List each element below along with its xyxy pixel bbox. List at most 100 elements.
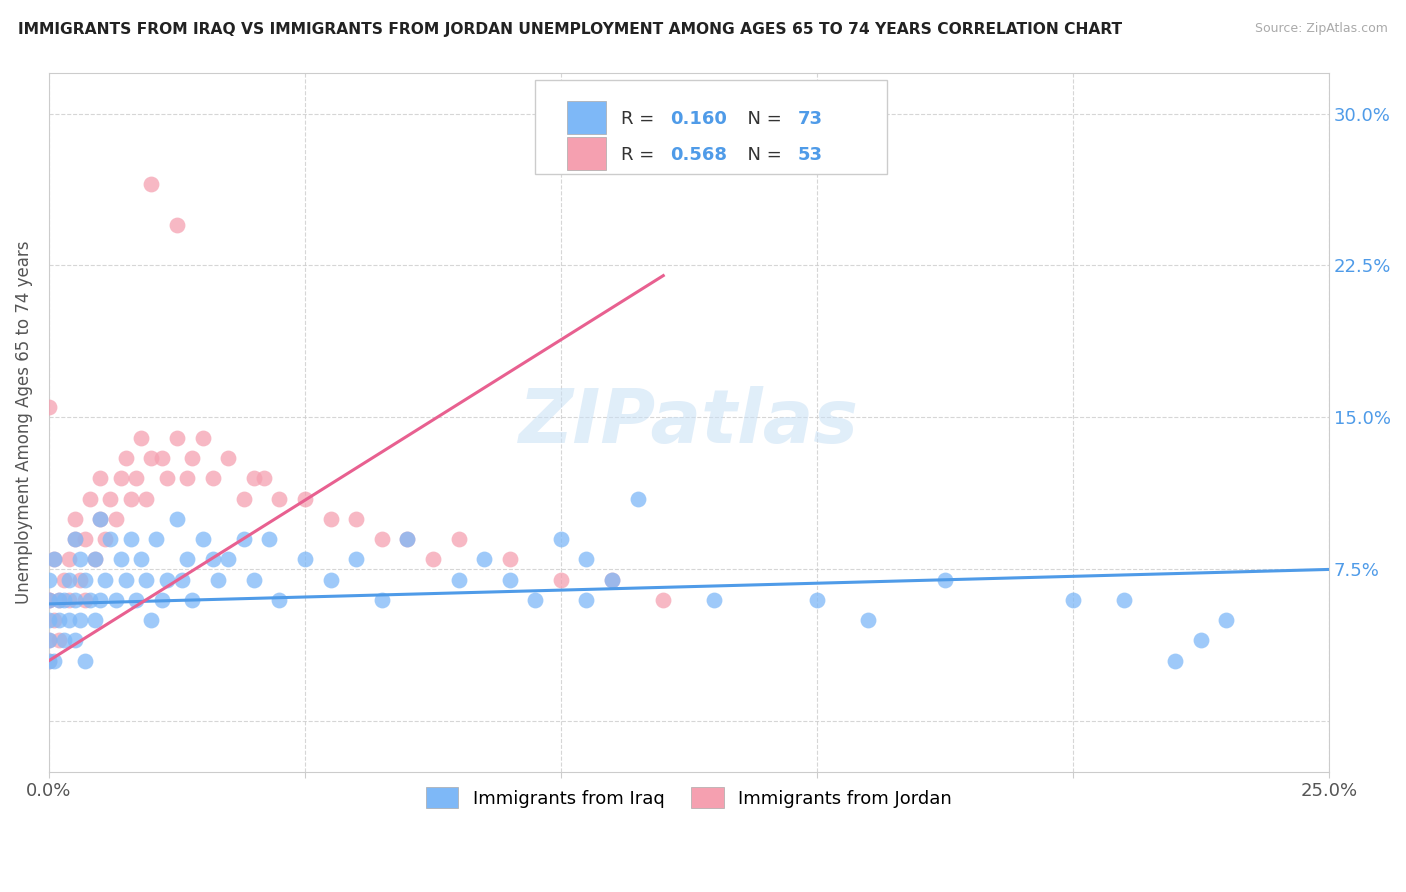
Point xyxy=(499,573,522,587)
Point xyxy=(181,592,204,607)
Point xyxy=(48,613,70,627)
Point xyxy=(344,552,367,566)
Point xyxy=(232,491,254,506)
Point xyxy=(201,552,224,566)
FancyBboxPatch shape xyxy=(567,136,606,170)
Point xyxy=(176,552,198,566)
Text: 0.160: 0.160 xyxy=(669,110,727,128)
Point xyxy=(104,592,127,607)
Point xyxy=(63,532,86,546)
Point xyxy=(396,532,419,546)
Point xyxy=(73,654,96,668)
Legend: Immigrants from Iraq, Immigrants from Jordan: Immigrants from Iraq, Immigrants from Jo… xyxy=(419,780,959,815)
Point xyxy=(48,592,70,607)
Point xyxy=(38,592,60,607)
Point xyxy=(232,532,254,546)
Point xyxy=(447,532,470,546)
Point xyxy=(319,573,342,587)
Point xyxy=(370,532,392,546)
Point xyxy=(1189,633,1212,648)
Text: 53: 53 xyxy=(797,146,823,164)
Point xyxy=(89,592,111,607)
Point xyxy=(38,592,60,607)
Point xyxy=(58,592,80,607)
Point xyxy=(1112,592,1135,607)
Point xyxy=(110,471,132,485)
Point xyxy=(94,532,117,546)
Point xyxy=(176,471,198,485)
Point xyxy=(58,613,80,627)
Point xyxy=(38,592,60,607)
Text: N =: N = xyxy=(737,110,787,128)
Text: ZIPatlas: ZIPatlas xyxy=(519,386,859,459)
Point xyxy=(166,431,188,445)
Point xyxy=(73,592,96,607)
Point xyxy=(69,573,91,587)
Point xyxy=(38,633,60,648)
Point xyxy=(135,573,157,587)
Point xyxy=(141,450,163,465)
Point xyxy=(166,218,188,232)
Point xyxy=(242,471,264,485)
Point xyxy=(1164,654,1187,668)
Point xyxy=(141,178,163,192)
Point xyxy=(42,613,65,627)
Point xyxy=(191,431,214,445)
Point xyxy=(170,573,193,587)
Point xyxy=(129,552,152,566)
Point xyxy=(63,633,86,648)
Point xyxy=(89,471,111,485)
Point xyxy=(53,592,76,607)
Point xyxy=(38,654,60,668)
Point xyxy=(627,491,650,506)
Point xyxy=(110,552,132,566)
Point xyxy=(550,532,572,546)
Point xyxy=(156,471,179,485)
Point xyxy=(120,532,142,546)
Point xyxy=(63,512,86,526)
Point xyxy=(73,532,96,546)
Point xyxy=(79,491,101,506)
Point xyxy=(242,573,264,587)
Y-axis label: Unemployment Among Ages 65 to 74 years: Unemployment Among Ages 65 to 74 years xyxy=(15,241,32,604)
Point xyxy=(100,532,122,546)
Point xyxy=(145,532,167,546)
Point xyxy=(53,573,76,587)
Point xyxy=(38,613,60,627)
Point xyxy=(181,450,204,465)
Point xyxy=(125,592,148,607)
Point xyxy=(934,573,956,587)
Point xyxy=(207,573,229,587)
Point xyxy=(89,512,111,526)
Point xyxy=(575,592,598,607)
Point xyxy=(217,552,239,566)
Point xyxy=(38,654,60,668)
Point xyxy=(253,471,276,485)
Point xyxy=(114,573,136,587)
Point xyxy=(69,552,91,566)
Point xyxy=(150,592,173,607)
Point xyxy=(550,573,572,587)
Point xyxy=(42,552,65,566)
Point xyxy=(89,512,111,526)
Point xyxy=(1215,613,1237,627)
Point xyxy=(84,552,107,566)
Text: Source: ZipAtlas.com: Source: ZipAtlas.com xyxy=(1254,22,1388,36)
Point xyxy=(38,401,60,415)
Point xyxy=(600,573,623,587)
Point xyxy=(79,592,101,607)
Point xyxy=(856,613,879,627)
Point xyxy=(42,654,65,668)
Point xyxy=(524,592,547,607)
Point xyxy=(48,592,70,607)
Point xyxy=(38,633,60,648)
Point xyxy=(257,532,280,546)
Point xyxy=(575,552,598,566)
Point xyxy=(319,512,342,526)
Point xyxy=(703,592,725,607)
Point xyxy=(370,592,392,607)
Point xyxy=(94,573,117,587)
Point xyxy=(806,592,828,607)
Point xyxy=(1062,592,1084,607)
Text: 0.568: 0.568 xyxy=(669,146,727,164)
